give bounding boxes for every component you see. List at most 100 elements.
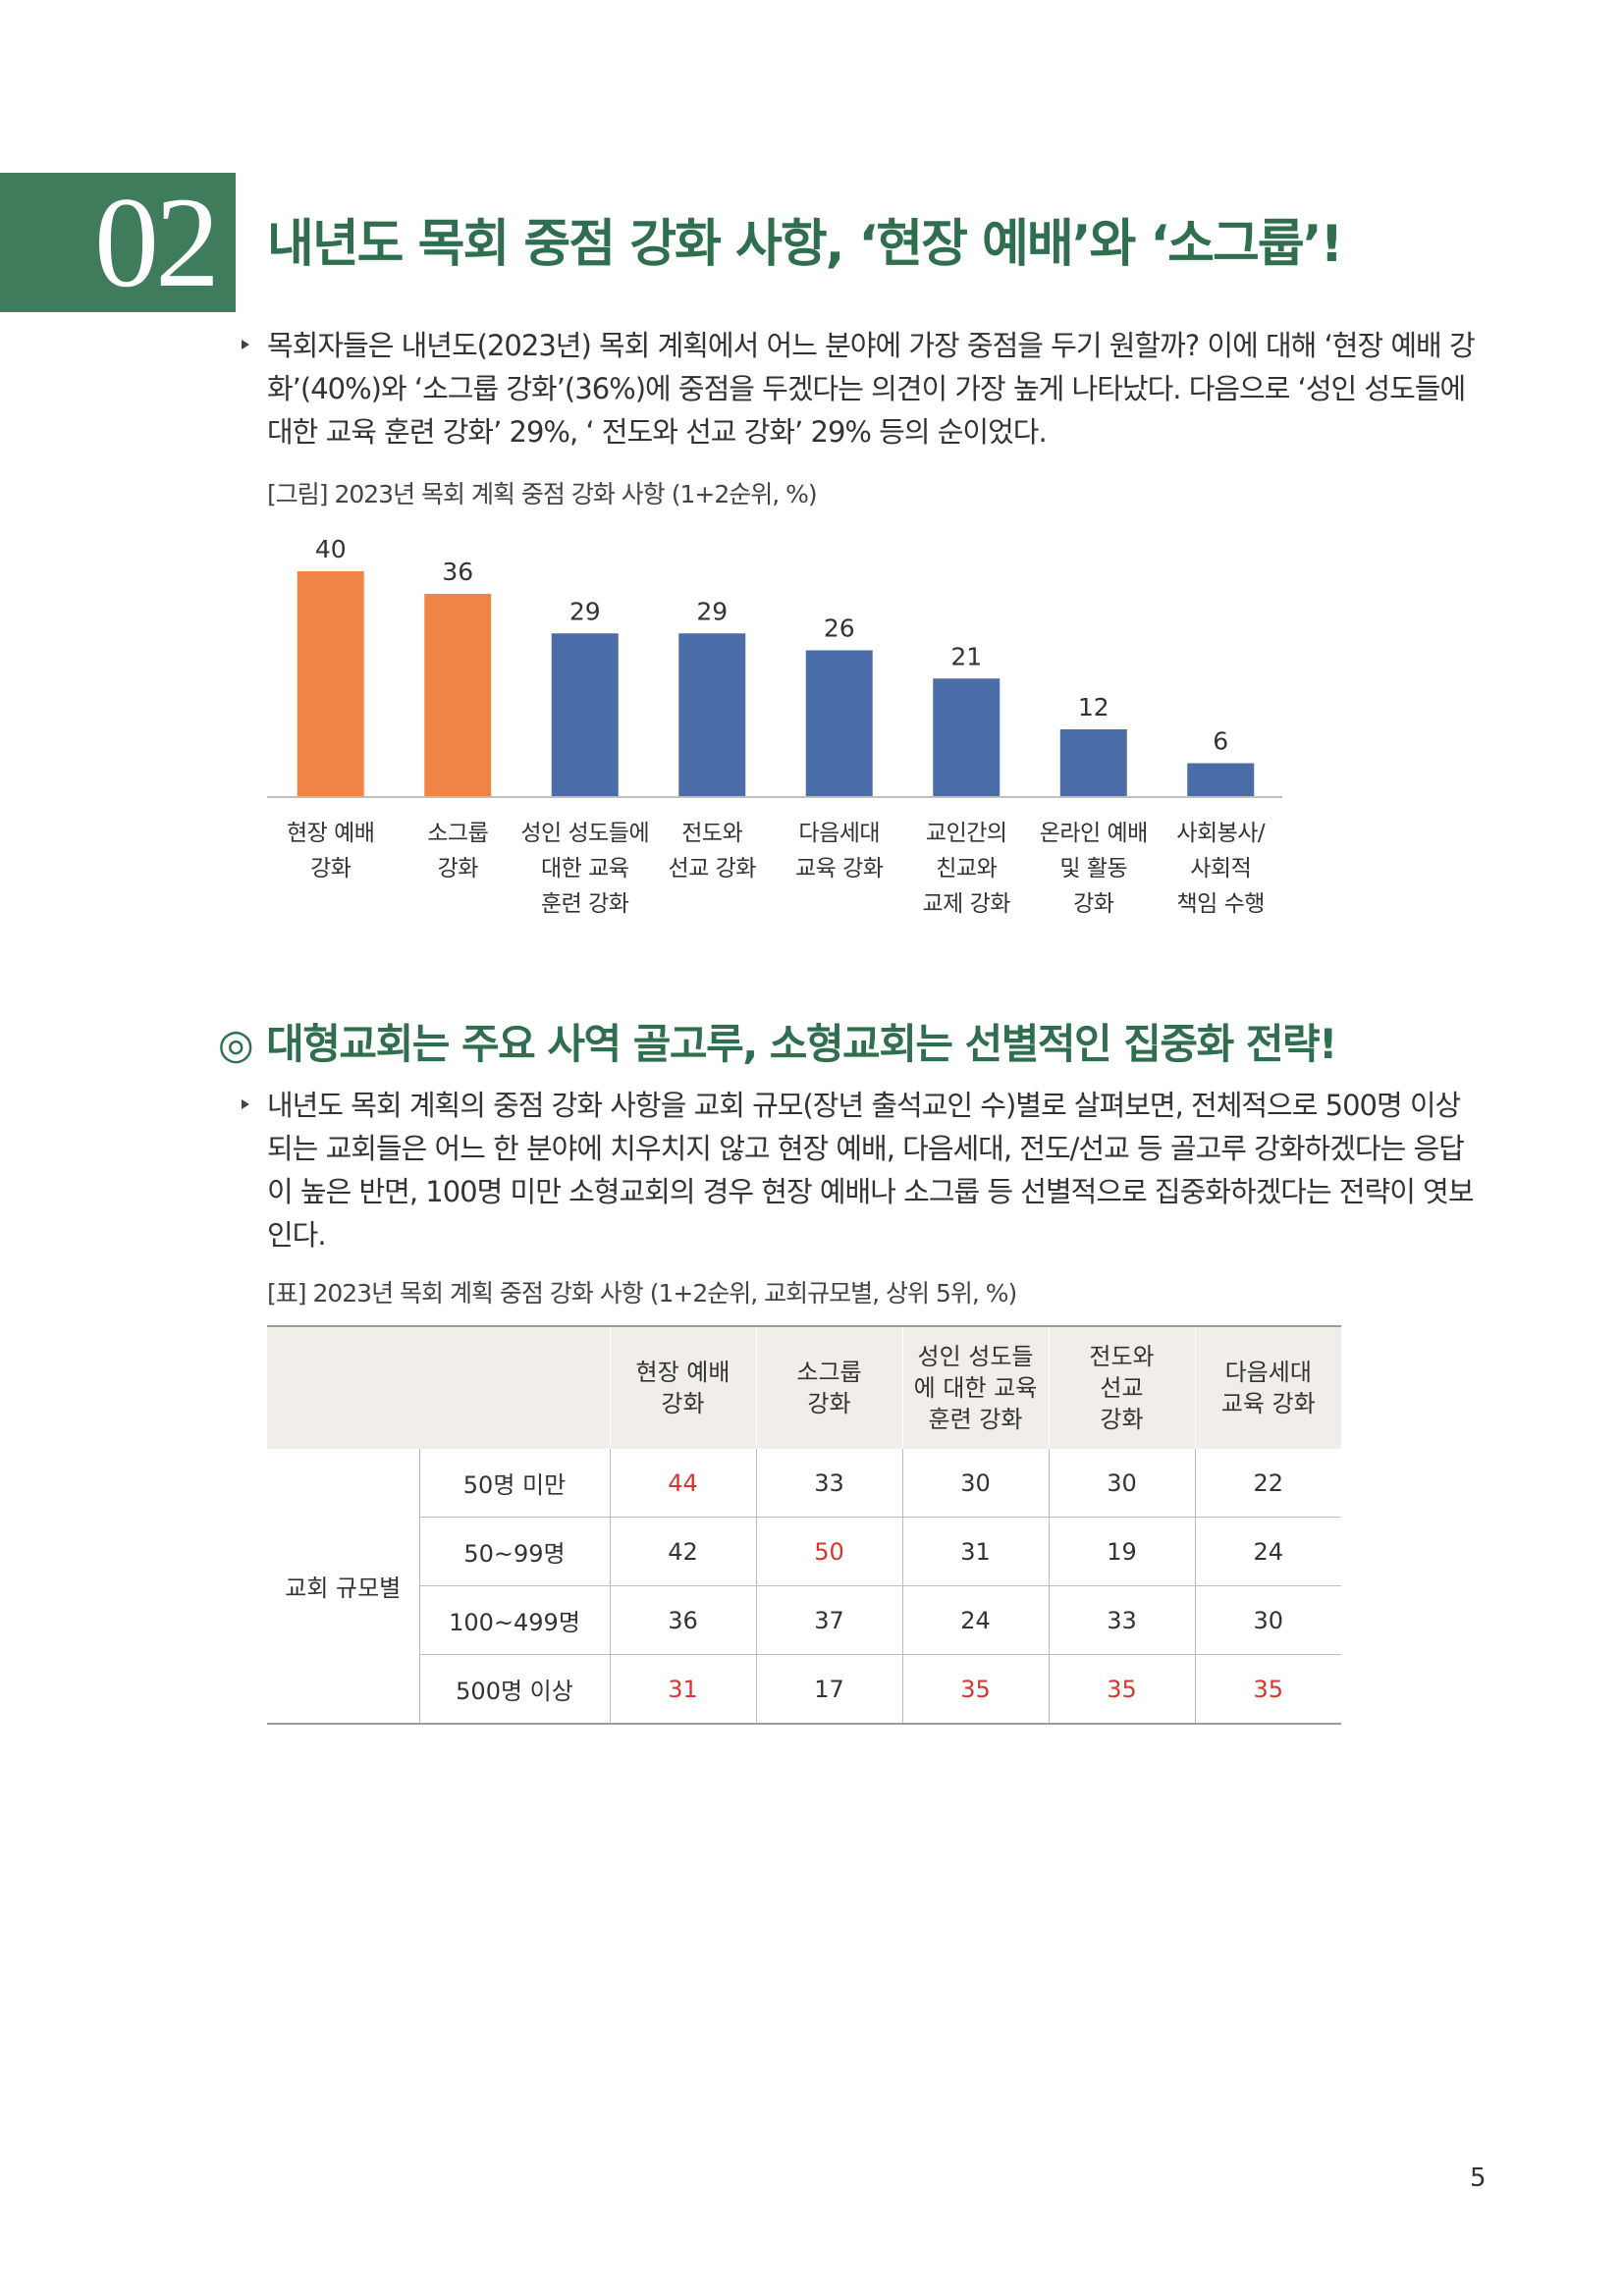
table-cell: 37 xyxy=(755,1585,902,1655)
table-cell: 42 xyxy=(609,1517,756,1586)
paragraph-1: 목회자들은 내년도(2023년) 목회 계획에서 어느 분야에 가장 중점을 두… xyxy=(267,329,1476,449)
table-cell: 24 xyxy=(901,1585,1049,1655)
table-caption: [표] 2023년 목회 계획 중점 강화 사항 (1+2순위, 교회규모별, … xyxy=(267,1279,1017,1308)
table-header-row: 현장 예배 강화 소그룹 강화 성인 성도들 에 대한 교육 훈련 강화 전도와 선교 강화 다음세… xyxy=(267,1326,1341,1449)
subsection-title: 대형교회는 주요 사역 골고루, 소형교회는 선별적인 집중화 전략! xyxy=(266,1020,1337,1068)
category-label: 친교와 xyxy=(936,856,997,881)
table-cell: 35 xyxy=(1048,1654,1195,1725)
data-label: 26 xyxy=(824,614,855,643)
category-label: 현장 예배 xyxy=(287,821,374,846)
data-label: 21 xyxy=(950,642,982,670)
bar xyxy=(1187,763,1255,797)
column-header-line: 강화 xyxy=(1100,1406,1144,1433)
paragraph-2: 내년도 목회 계획의 중점 강화 사항을 교회 규모(장년 출석교인 수)별로 … xyxy=(267,1089,1475,1252)
category-label: 강화 xyxy=(438,856,479,881)
bar xyxy=(933,678,1001,797)
data-label: 29 xyxy=(696,597,728,625)
table-cell: 31 xyxy=(609,1654,756,1725)
page-number: 5 xyxy=(1470,2163,1487,2193)
category-label: 강화 xyxy=(310,856,352,881)
column-header-line: 훈련 강화 xyxy=(928,1406,1023,1433)
category-label: 교제 강화 xyxy=(923,891,1011,917)
data-label: 36 xyxy=(442,558,473,586)
column-header-line: 강화 xyxy=(661,1390,705,1417)
category-label: 책임 수행 xyxy=(1177,891,1265,917)
table-cell: 35 xyxy=(1194,1654,1341,1725)
row-group-label: 교회 규모별 xyxy=(267,1449,419,1725)
column-header-line: 에 대한 교육 xyxy=(913,1374,1038,1402)
table-cell: 30 xyxy=(1194,1585,1341,1655)
category-label: 사회봉사/ xyxy=(1176,821,1266,846)
table-cell: 33 xyxy=(755,1449,902,1518)
table-body: 교회 규모별 50명 미만 44 33 30 30 22 50~99명 42 50 31 19 24 10… xyxy=(267,1449,1341,1725)
data-table: 현장 예배 강화 소그룹 강화 성인 성도들 에 대한 교육 훈련 강화 전도와 선교 강화 다음세… xyxy=(267,1325,1341,1725)
category-label: 및 활동 xyxy=(1059,856,1127,881)
bar xyxy=(424,594,492,797)
paragraph-1-block: 목회자들은 내년도(2023년) 목회 계획에서 어느 분야에 가장 중점을 두… xyxy=(242,324,1480,454)
table-cell: 33 xyxy=(1048,1585,1195,1655)
category-label: 대한 교육 xyxy=(541,856,628,881)
column-header-line: 소그룹 xyxy=(796,1359,862,1386)
double-circle-icon: ◎ xyxy=(218,1020,254,1068)
row-label: 50명 미만 xyxy=(418,1449,610,1518)
category-label: 교인간의 xyxy=(926,821,1007,846)
category-label: 사회적 xyxy=(1190,856,1251,881)
table-row: 50~99명 42 50 31 19 24 xyxy=(267,1517,1341,1586)
bullet-triangle-icon xyxy=(242,340,249,349)
column-header-line: 성인 성도들 xyxy=(917,1343,1034,1370)
column-header-line: 선교 xyxy=(1100,1374,1144,1402)
data-label: 12 xyxy=(1078,693,1109,721)
column-header-line: 현장 예배 xyxy=(635,1359,730,1386)
table-cell: 35 xyxy=(901,1654,1049,1725)
table-header-empty xyxy=(267,1326,610,1449)
section-number-block xyxy=(0,173,236,312)
row-label: 50~99명 xyxy=(418,1517,610,1586)
column-header-line: 전도와 xyxy=(1089,1343,1155,1370)
table-cell: 44 xyxy=(609,1449,756,1518)
data-label: 29 xyxy=(569,597,601,625)
paragraph-2-block: 내년도 목회 계획의 중점 강화 사항을 교회 규모(장년 출석교인 수)별로 … xyxy=(242,1084,1480,1256)
bar xyxy=(805,650,873,797)
bar xyxy=(678,633,746,797)
data-label: 6 xyxy=(1213,727,1228,756)
table-cell: 19 xyxy=(1048,1517,1195,1586)
bar xyxy=(297,571,364,797)
table-row: 교회 규모별 50명 미만 44 33 30 30 22 xyxy=(267,1449,1341,1725)
category-label: 온라인 예배 xyxy=(1040,821,1148,846)
column-header-line: 강화 xyxy=(807,1390,851,1417)
bar xyxy=(1059,729,1127,797)
table-cell: 30 xyxy=(1048,1449,1195,1518)
table-cell: 50 xyxy=(755,1517,902,1586)
subsection-title-block: ◎ 대형교회는 주요 사역 골고루, 소형교회는 선별적인 집중화 전략! xyxy=(218,1011,1337,1071)
row-label: 500명 이상 xyxy=(418,1654,610,1725)
category-label: 선교 강화 xyxy=(669,856,757,881)
category-label: 교육 강화 xyxy=(795,856,884,881)
table-row: 100~499명 36 37 24 33 30 xyxy=(267,1585,1341,1655)
column-header: 다음세대 교육 강화 xyxy=(1194,1326,1341,1449)
category-label: 전도와 xyxy=(681,821,742,846)
section-title: 내년도 목회 중점 강화 사항, ‘현장 예배’와 ‘소그룹’! xyxy=(267,215,1343,274)
bullet-triangle-icon xyxy=(242,1099,249,1109)
table-cell: 22 xyxy=(1194,1449,1341,1518)
table-cell: 17 xyxy=(755,1654,902,1725)
table-row: 500명 이상 31 17 35 35 35 xyxy=(267,1654,1341,1725)
category-label: 소그룹 xyxy=(427,821,488,846)
category-label: 훈련 강화 xyxy=(541,891,629,917)
table-cell: 24 xyxy=(1194,1517,1341,1586)
table-cell: 31 xyxy=(901,1517,1049,1586)
row-label: 100~499명 xyxy=(418,1585,610,1655)
category-label: 강화 xyxy=(1073,891,1114,917)
table-cell: 36 xyxy=(609,1585,756,1655)
figure-caption: [그림] 2023년 목회 계획 중점 강화 사항 (1+2순위, %) xyxy=(267,480,818,508)
section-number: 02 xyxy=(94,170,220,314)
category-label: 성인 성도들에 xyxy=(520,821,649,846)
data-label: 40 xyxy=(315,535,347,563)
column-header-line: 교육 강화 xyxy=(1220,1390,1316,1417)
category-label: 다음세대 xyxy=(798,821,880,846)
bar xyxy=(551,633,619,797)
